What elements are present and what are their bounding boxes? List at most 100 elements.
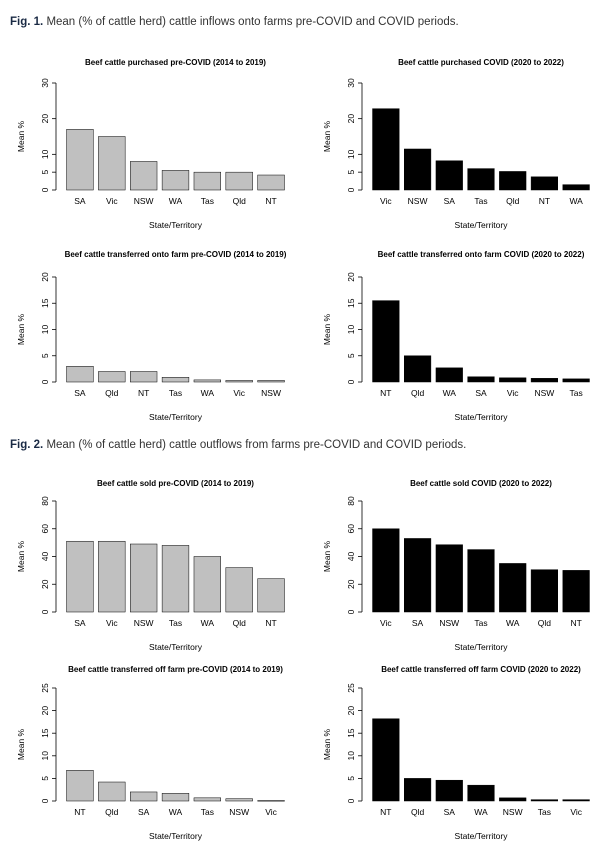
bar-WA [193, 556, 221, 613]
x-axis-label: State/Territory [149, 831, 203, 841]
y-tick-label: 10 [40, 149, 50, 159]
x-tick-label: NSW [134, 618, 154, 628]
y-axis-label: Mean % [322, 120, 332, 152]
x-tick-label: Qld [233, 618, 247, 628]
bar-NSW [435, 544, 463, 613]
bar-Qld [530, 569, 558, 613]
y-tick-label: 0 [40, 379, 50, 384]
y-tick-label: 40 [346, 552, 356, 562]
chart-panel-7: Beef cattle transferred off farm pre-COV… [16, 665, 285, 841]
bar-Tas [467, 168, 495, 191]
y-tick-label: 5 [346, 170, 356, 175]
bar-SA [66, 129, 94, 191]
y-tick-label: 0 [346, 609, 356, 614]
y-tick-label: 0 [40, 609, 50, 614]
x-tick-label: WA [443, 388, 457, 398]
y-tick-label: 20 [346, 579, 356, 589]
y-tick-label: 20 [40, 114, 50, 124]
x-tick-label: NT [539, 196, 550, 206]
x-tick-label: NT [265, 618, 276, 628]
x-tick-label: Vic [380, 196, 392, 206]
bar-WA [435, 367, 463, 383]
bar-WA [467, 784, 495, 802]
figure-2-label: Fig. 2. [10, 439, 44, 451]
x-axis-label: State/Territory [455, 831, 509, 841]
x-tick-label: NT [265, 196, 276, 206]
y-tick-label: 0 [346, 379, 356, 384]
x-tick-label: Qld [105, 807, 119, 817]
y-tick-label: 25 [346, 683, 356, 693]
bar-Tas [562, 378, 590, 383]
y-tick-label: 15 [40, 728, 50, 738]
y-tick-label: 10 [346, 149, 356, 159]
bar-Tas [530, 799, 558, 802]
x-tick-label: SA [444, 807, 456, 817]
x-tick-label: Qld [233, 196, 247, 206]
y-tick-label: 20 [40, 272, 50, 282]
y-tick-label: 0 [40, 187, 50, 192]
x-tick-label: SA [138, 807, 150, 817]
bar-Vic [372, 108, 400, 191]
y-tick-label: 10 [40, 751, 50, 761]
x-tick-label: NT [570, 618, 581, 628]
figure-1-text: Mean (% of cattle herd) cattle inflows o… [46, 16, 459, 28]
y-tick-label: 20 [40, 706, 50, 716]
x-tick-label: NSW [408, 196, 428, 206]
x-tick-label: WA [569, 196, 583, 206]
bar-Tas [467, 549, 495, 613]
chart-panel-8: Beef cattle transferred off farm COVID (… [322, 665, 590, 841]
bar-NT [372, 300, 400, 383]
chart-title: Beef cattle purchased pre-COVID (2014 to… [85, 58, 266, 67]
y-axis-label: Mean % [322, 540, 332, 572]
bar-Vic [225, 380, 253, 383]
y-tick-label: 15 [346, 298, 356, 308]
y-tick-label: 0 [346, 187, 356, 192]
bar-NSW [499, 797, 527, 802]
bar-Qld [499, 171, 527, 191]
bar-NT [562, 570, 590, 613]
x-tick-label: Tas [474, 618, 487, 628]
chart-panel-6: Beef cattle sold COVID (2020 to 2022) 0 20… [322, 479, 590, 652]
bar-WA [562, 184, 590, 191]
bar-NT [66, 770, 94, 802]
x-tick-label: Tas [169, 388, 182, 398]
x-tick-label: SA [74, 196, 86, 206]
x-tick-label: WA [169, 196, 183, 206]
x-tick-label: Tas [474, 196, 487, 206]
x-axis-label: State/Territory [149, 412, 203, 422]
x-axis-label: State/Territory [455, 642, 509, 652]
x-tick-label: NT [74, 807, 85, 817]
x-tick-label: WA [201, 388, 215, 398]
y-tick-label: 20 [346, 272, 356, 282]
figure-1-caption: Fig. 1. Mean (% of cattle herd) cattle i… [10, 16, 459, 28]
x-tick-label: Vic [233, 388, 245, 398]
bar-SA [130, 791, 158, 802]
bar-Qld [404, 778, 432, 802]
x-tick-label: Tas [201, 807, 214, 817]
x-tick-label: Vic [380, 618, 392, 628]
bar-Vic [372, 528, 400, 613]
y-tick-label: 15 [346, 728, 356, 738]
bar-Vic [98, 540, 126, 613]
y-tick-label: 20 [346, 114, 356, 124]
chart-title: Beef cattle sold pre-COVID (2014 to 2019… [97, 479, 254, 488]
x-tick-label: Tas [570, 388, 583, 398]
x-tick-label: WA [506, 618, 520, 628]
y-tick-label: 60 [40, 524, 50, 534]
bar-Vic [98, 136, 126, 191]
bar-NT [130, 371, 158, 383]
x-tick-label: NSW [439, 618, 459, 628]
bar-NT [257, 578, 285, 613]
bar-Tas [193, 171, 221, 191]
bar-NSW [225, 798, 253, 802]
bar-SA [435, 160, 463, 191]
chart-title: Beef cattle purchased COVID (2020 to 202… [398, 58, 564, 67]
x-tick-label: Qld [105, 388, 119, 398]
bar-Vic [562, 799, 590, 802]
bar-WA [161, 170, 190, 191]
chart-title: Beef cattle transferred off farm pre-COV… [68, 665, 283, 674]
y-tick-label: 10 [346, 325, 356, 335]
bar-Tas [161, 545, 190, 613]
x-tick-label: WA [169, 807, 183, 817]
